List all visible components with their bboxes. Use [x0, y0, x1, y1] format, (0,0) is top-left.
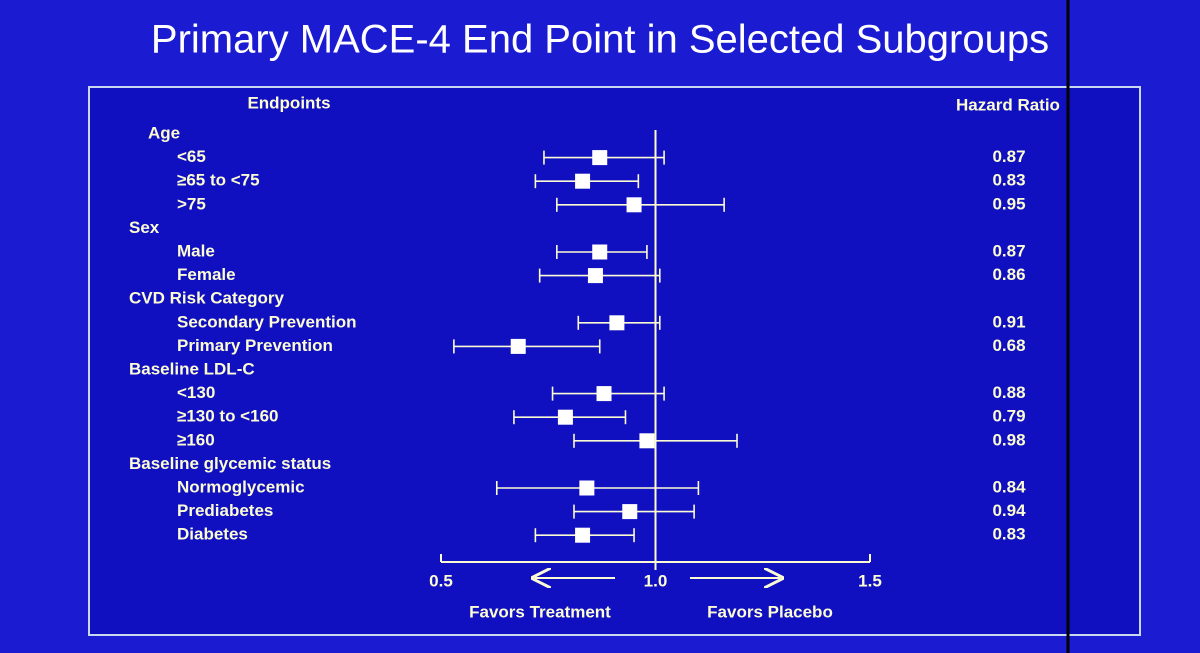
point-estimate: [622, 504, 638, 520]
label-header: Endpoints: [247, 93, 330, 112]
group-label: Baseline LDL-C: [129, 359, 255, 378]
value-header: Hazard Ratio: [956, 95, 1060, 114]
plot-frame: [88, 86, 1141, 636]
value-label: 0.86: [992, 265, 1025, 284]
point-estimate: [575, 527, 591, 543]
value-label: 0.83: [992, 171, 1025, 190]
point-estimate: [579, 480, 595, 496]
row-label: ≥160: [177, 430, 215, 449]
point-estimate: [626, 197, 642, 213]
row-label: <65: [177, 147, 206, 166]
point-estimate: [557, 409, 573, 425]
point-estimate: [592, 244, 608, 260]
value-label: 0.98: [992, 430, 1025, 449]
value-label: 0.83: [992, 525, 1025, 544]
annotation: Favors Treatment: [469, 602, 611, 621]
group-label: Age: [148, 123, 180, 142]
row-label: Prediabetes: [177, 501, 273, 520]
value-label: 0.79: [992, 407, 1025, 426]
point-estimate: [596, 386, 612, 402]
value-label: 0.68: [992, 336, 1025, 355]
row-label: <130: [177, 383, 215, 402]
value-label: 0.94: [992, 501, 1026, 520]
value-label: 0.91: [992, 312, 1025, 331]
group-label: Baseline glycemic status: [129, 454, 331, 473]
value-label: 0.95: [992, 194, 1025, 213]
point-estimate: [510, 338, 526, 354]
point-estimate: [587, 268, 603, 284]
row-label: ≥130 to <160: [177, 407, 278, 426]
row-label: Secondary Prevention: [177, 312, 357, 331]
annotation: Favors Placebo: [707, 602, 833, 621]
point-estimate: [575, 173, 591, 189]
row-label: ≥65 to <75: [177, 171, 260, 190]
row-label: Normoglycemic: [177, 477, 305, 496]
group-label: CVD Risk Category: [129, 289, 284, 308]
row-label: >75: [177, 194, 206, 213]
row-label: Male: [177, 241, 215, 260]
value-label: 0.84: [992, 477, 1026, 496]
row-label: Primary Prevention: [177, 336, 333, 355]
row-label: Diabetes: [177, 525, 248, 544]
value-label: 0.87: [992, 241, 1025, 260]
group-label: Sex: [129, 218, 160, 237]
x-tick-label: 0.5: [429, 571, 453, 590]
value-label: 0.88: [992, 383, 1025, 402]
chart-title: Primary MACE-4 End Point in Selected Sub…: [151, 18, 1049, 62]
x-tick-label: 1.5: [858, 571, 882, 590]
point-estimate: [592, 150, 608, 166]
value-label: 0.87: [992, 147, 1025, 166]
row-label: Female: [177, 265, 236, 284]
point-estimate: [639, 433, 655, 449]
point-estimate: [609, 315, 625, 331]
x-tick-label: 1.0: [644, 571, 668, 590]
